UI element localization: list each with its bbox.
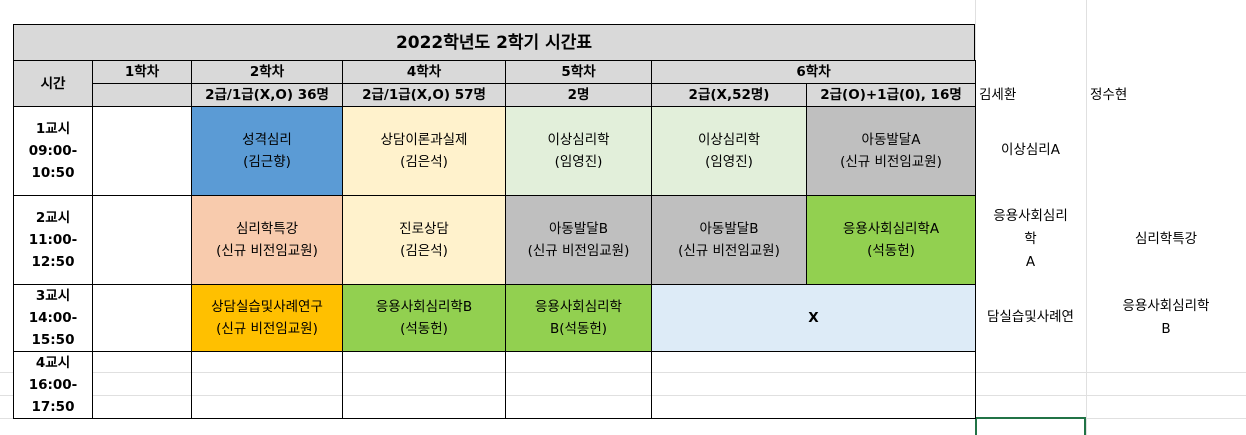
- text-line: 학: [1024, 231, 1037, 247]
- gridline: [0, 395, 1246, 396]
- text-line: B(석동헌): [549, 321, 608, 337]
- text-line: 2교시: [35, 210, 71, 226]
- text-line: 응용사회심리: [993, 208, 1068, 224]
- class-cell: 이상심리학 (임영진): [505, 106, 652, 196]
- period: 2교시 11:00- 12:50: [13, 195, 93, 285]
- text-line: 상담실습및사례연구: [211, 299, 323, 315]
- text-line: (김은석): [400, 243, 448, 259]
- text-line: 아동발달B: [549, 221, 608, 237]
- text-line: B: [1161, 320, 1171, 337]
- text-line: (신규 비전임교원): [678, 243, 780, 259]
- title: 2022학년도 2학기 시간표: [13, 24, 975, 61]
- group-empty: [92, 83, 192, 107]
- text-line: (신규 비전임교원): [216, 321, 318, 337]
- text-line: (신규 비전임교원): [216, 243, 318, 259]
- class-cell: 심리학특강 (신규 비전임교원): [191, 195, 343, 285]
- class-cell: 상담이론과실제 (김은석): [342, 106, 506, 196]
- class-cell: 아동발달A (신규 비전임교원): [806, 106, 976, 196]
- class-cell: 성격심리 (김근향): [191, 106, 343, 196]
- empty-cell: [651, 351, 976, 419]
- period: 4교시 16:00- 17:50: [13, 351, 93, 419]
- text-line: 진로상담: [399, 221, 449, 237]
- group: 2급(X,52명): [651, 83, 807, 107]
- text-line: 이상심리학: [547, 132, 610, 148]
- text-line: 10:50: [31, 165, 75, 181]
- text-line: (석동헌): [867, 243, 915, 259]
- text-line: 09:00-: [28, 143, 78, 159]
- group: 2급/1급(X,O) 36명: [191, 83, 343, 107]
- period: 1교시 09:00- 10:50: [13, 106, 93, 196]
- class-cell: 상담실습및사례연구 (신규 비전임교원): [191, 284, 343, 352]
- text-line: 1교시: [35, 121, 71, 137]
- empty-cell: [505, 351, 652, 419]
- empty-cell: [342, 351, 506, 419]
- text-line: (김은석): [400, 154, 448, 170]
- text-line: 16:00-: [28, 377, 78, 393]
- text-line: 상담이론과실제: [380, 132, 468, 148]
- text-line: 3교시: [35, 288, 71, 304]
- side-name: 정수현: [1090, 87, 1128, 103]
- text-line: 성격심리: [242, 132, 292, 148]
- empty-cell: [92, 106, 192, 196]
- text-line: 담실습및사례연: [987, 309, 1074, 325]
- side-note: 심리학특강: [1086, 195, 1246, 284]
- group: 2명: [505, 83, 652, 107]
- class-cell: 아동발달B (신규 비전임교원): [505, 195, 652, 285]
- class-cell: 진로상담 (김은석): [342, 195, 506, 285]
- text-line: 심리학특강: [1134, 231, 1198, 247]
- class-cell: 응용사회심리학 B(석동헌): [505, 284, 652, 352]
- side-note: 응용사회심리학 B: [1086, 284, 1246, 351]
- empty-cell: [191, 351, 343, 419]
- empty-cell: [92, 351, 192, 419]
- text-line: 17:50: [31, 399, 75, 415]
- empty-cell: [92, 284, 192, 352]
- empty-cell: [92, 195, 192, 285]
- text-line: 이상심리학: [697, 132, 761, 148]
- text-line: 15:50: [31, 332, 75, 348]
- text-line: 응용사회심리학B: [375, 299, 473, 315]
- period: 3교시 14:00- 15:50: [13, 284, 93, 352]
- selected-cell[interactable]: [975, 417, 1086, 435]
- gridline: [0, 372, 1246, 373]
- text-line: 아동발달B: [699, 221, 759, 237]
- text-line: 11:00-: [28, 232, 78, 248]
- class-cell: 응용사회심리학A (석동헌): [806, 195, 976, 285]
- text-line: 4교시: [35, 355, 71, 371]
- text-line: 심리학특강: [235, 221, 299, 237]
- side-name: 김세환: [979, 87, 1017, 103]
- text-line: (임영진): [705, 154, 753, 170]
- text-line: X: [808, 310, 819, 326]
- text-line: 12:50: [31, 254, 75, 270]
- text-line: (신규 비전임교원): [840, 154, 942, 170]
- semester: 4학차: [342, 60, 506, 84]
- text-line: 응용사회심리학A: [842, 221, 940, 237]
- header-time: 시간: [13, 60, 93, 107]
- class-cell: 아동발달B (신규 비전임교원): [651, 195, 807, 285]
- class-cell: 응용사회심리학B (석동헌): [342, 284, 506, 352]
- text-line: 이상심리A: [1001, 142, 1060, 158]
- side-note: 이상심리A: [975, 106, 1086, 195]
- semester: 5학차: [505, 60, 652, 84]
- class-cell: 이상심리학 (임영진): [651, 106, 807, 196]
- semester: 6학차: [651, 60, 976, 84]
- group: 2급/1급(X,O) 57명: [342, 83, 506, 107]
- semester: 1학차: [92, 60, 192, 84]
- class-cell: X: [651, 284, 976, 352]
- text-line: A: [1025, 254, 1036, 270]
- text-line: (김근향): [243, 154, 291, 170]
- text-line: 아동발달A: [861, 132, 921, 148]
- text-line: 14:00-: [28, 310, 78, 326]
- side-note: 담실습및사례연: [975, 284, 1086, 351]
- text-line: (임영진): [554, 154, 603, 170]
- text-line: (신규 비전임교원): [527, 243, 630, 259]
- text-line: (석동헌): [400, 321, 448, 337]
- text-line: 응용사회심리학: [1122, 297, 1210, 314]
- semester: 2학차: [191, 60, 343, 84]
- group: 2급(O)+1급(0), 16명: [806, 83, 976, 107]
- gridline: [1086, 0, 1087, 435]
- text-line: 응용사회심리학: [535, 299, 622, 315]
